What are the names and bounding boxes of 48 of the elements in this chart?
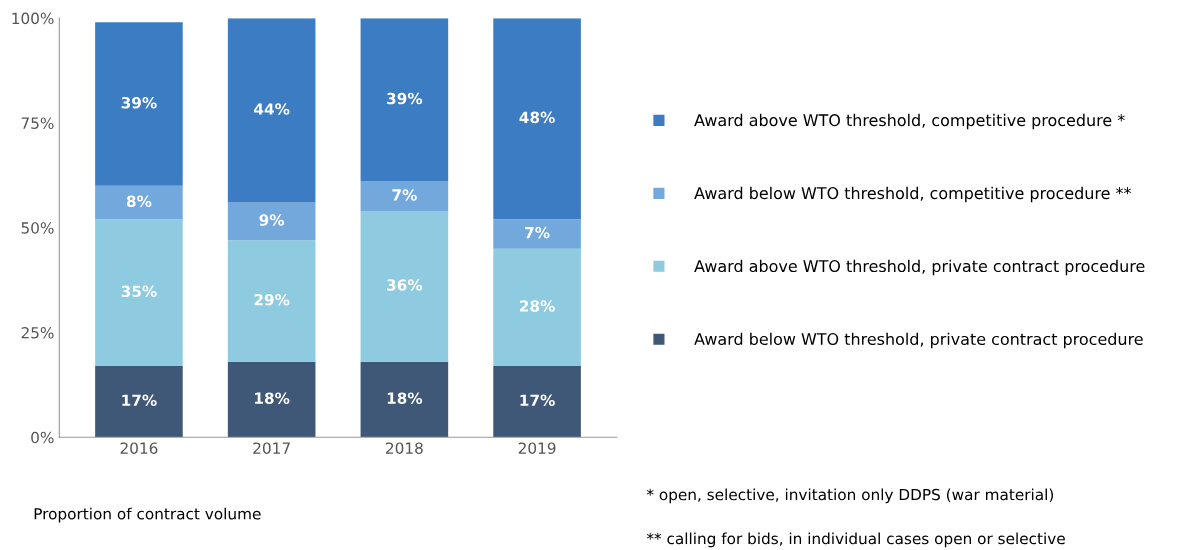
x-tick-label: 2017 (253, 442, 290, 454)
x-tick-label: 2018 (386, 442, 423, 454)
data-label: 7% (392, 189, 417, 201)
data-label: 29% (254, 293, 290, 306)
data-label: 17% (520, 394, 555, 407)
bar (227, 240, 316, 362)
data-label: 39% (121, 96, 157, 109)
y-tick-label: 100% (12, 12, 54, 25)
bar (360, 361, 449, 438)
bar (360, 210, 449, 362)
y-tick-label: 0% (31, 431, 54, 444)
legend-label: Award below WTO threshold, private contract procedure (694, 332, 1143, 349)
data-label: 17% (122, 394, 157, 407)
legend-label: Award above WTO threshold, private contract procedure (694, 259, 1145, 276)
x-tick-label: 2016 (120, 442, 158, 454)
bar (360, 18, 449, 182)
y-tick-label: 50% (21, 222, 54, 234)
bar (493, 219, 581, 249)
legend-label: Award above WTO threshold, competitive procedure * (694, 113, 1125, 130)
bar (360, 181, 449, 211)
bar (95, 185, 183, 220)
bar (95, 22, 183, 186)
bar (493, 248, 581, 366)
bar (227, 361, 316, 438)
data-label: 48% (519, 111, 555, 124)
bar (95, 219, 183, 366)
x-tick-label: 2019 (518, 442, 556, 454)
data-label: 35% (121, 285, 157, 298)
bar (227, 18, 316, 203)
y-tick-label: 75% (21, 117, 54, 129)
bar (95, 366, 183, 438)
data-label: 18% (387, 392, 423, 404)
legend-label: Award below WTO threshold, competitive procedure ** (694, 186, 1132, 203)
bar (493, 18, 581, 220)
bar (493, 366, 581, 438)
data-label: 9% (259, 214, 285, 226)
text: * open, selective, invitation only DDPS (war material) (646, 488, 1054, 504)
data-label: 18% (255, 392, 290, 404)
data-label: 36% (387, 279, 423, 291)
data-label: 7% (525, 226, 550, 239)
y-tick-label: 25% (21, 326, 54, 339)
bar (227, 202, 316, 241)
data-label: 39% (387, 92, 423, 105)
text: ** calling for bids, in individual cases open or selective (646, 532, 1065, 548)
data-label: 44% (254, 103, 290, 115)
data-label: 8% (126, 195, 152, 207)
data-label: 28% (520, 300, 555, 312)
text: Proportion of contract volume (34, 507, 261, 523)
